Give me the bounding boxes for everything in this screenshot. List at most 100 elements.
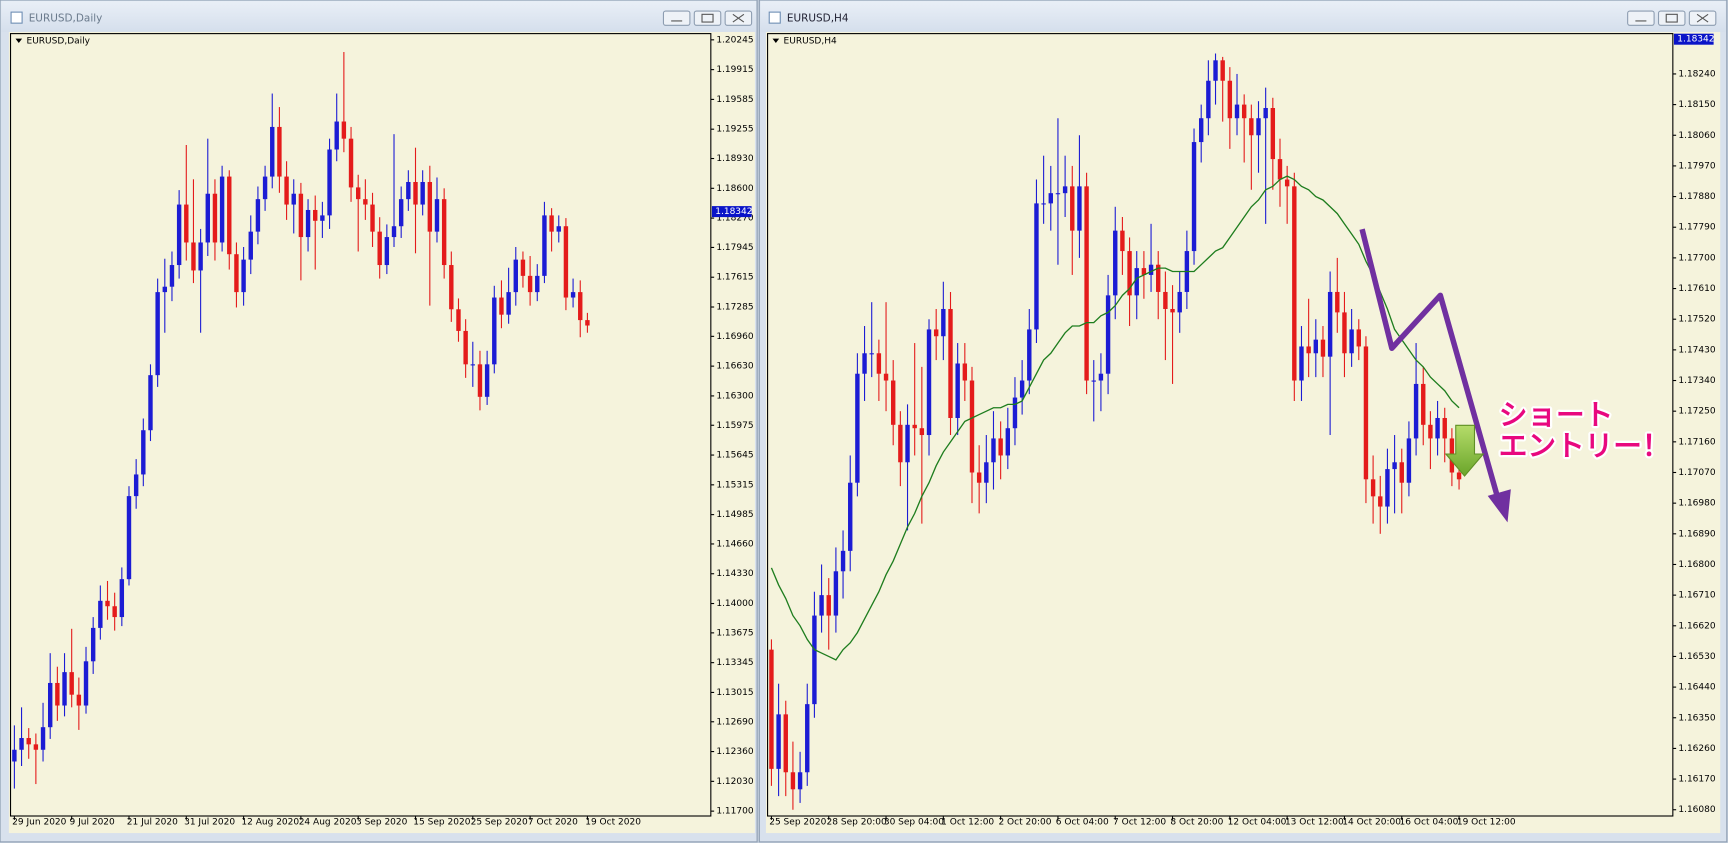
y-tick-label: 1.19585 bbox=[716, 95, 753, 105]
candle-body bbox=[1041, 203, 1046, 205]
x-tick-label: 30 Sep 04:00 bbox=[884, 818, 944, 828]
y-tick-label: 1.13675 bbox=[716, 628, 753, 638]
candle-body bbox=[219, 176, 225, 243]
candle-body bbox=[262, 176, 268, 200]
candle-body bbox=[348, 138, 354, 188]
candle-body bbox=[1113, 230, 1118, 296]
y-tick-label: 1.16980 bbox=[1678, 499, 1716, 509]
window-buttons[interactable] bbox=[1627, 10, 1717, 26]
candle-body bbox=[1299, 346, 1304, 381]
candle-body bbox=[55, 682, 60, 706]
candle-body bbox=[234, 254, 239, 293]
y-tick-label: 1.16960 bbox=[716, 332, 754, 342]
y-tick-label: 1.17700 bbox=[1678, 253, 1716, 263]
candle-body bbox=[912, 424, 917, 429]
window-buttons[interactable] bbox=[662, 10, 753, 26]
x-tick-label: 19 Oct 2020 bbox=[585, 818, 641, 828]
candle-body bbox=[363, 199, 368, 205]
minimize-button[interactable] bbox=[662, 10, 691, 26]
x-tick-label: 7 Oct 12:00 bbox=[1113, 818, 1166, 828]
candle-body bbox=[1342, 312, 1347, 354]
candle-body bbox=[470, 364, 476, 366]
candle-body bbox=[1313, 339, 1319, 354]
candle-body bbox=[1048, 193, 1053, 204]
icon bbox=[1696, 13, 1709, 23]
candle-body bbox=[1084, 186, 1089, 381]
x-tick-label: 12 Aug 2020 bbox=[241, 818, 299, 828]
candle-body bbox=[1191, 142, 1197, 252]
y-tick-label: 1.17615 bbox=[716, 273, 753, 283]
y-tick-label: 1.18240 bbox=[1678, 69, 1716, 79]
candle-body bbox=[1234, 104, 1240, 119]
y-tick-label: 1.17250 bbox=[1678, 407, 1716, 417]
candle-body bbox=[790, 772, 796, 790]
candle-body bbox=[1435, 417, 1440, 439]
candle-body bbox=[1277, 159, 1283, 180]
candle-body bbox=[905, 424, 910, 463]
candle-body bbox=[1249, 118, 1254, 136]
candle-body bbox=[826, 595, 831, 616]
window-icon bbox=[10, 11, 23, 24]
candle-body bbox=[298, 193, 304, 238]
candle-body bbox=[83, 661, 89, 706]
x-tick-label: 25 Sep 2020 bbox=[769, 818, 826, 828]
green-down-arrow bbox=[1444, 424, 1485, 477]
candle-body bbox=[1306, 346, 1311, 354]
candle-body bbox=[1370, 479, 1376, 497]
x-tick-label: 1 Oct 12:00 bbox=[941, 818, 994, 828]
candle-body bbox=[1270, 108, 1276, 160]
candle-body bbox=[962, 363, 968, 381]
maximize-button[interactable] bbox=[1657, 10, 1686, 26]
candle-body bbox=[112, 606, 117, 618]
candle-body bbox=[477, 364, 483, 397]
x-tick-label: 7 Oct 2020 bbox=[528, 818, 578, 828]
y-tick-label: 1.16630 bbox=[716, 362, 754, 372]
candle-body bbox=[499, 297, 504, 315]
candle-body bbox=[141, 430, 146, 475]
candle-body bbox=[398, 199, 404, 227]
candle-body bbox=[976, 472, 982, 483]
y-tick-label: 1.18600 bbox=[716, 184, 754, 194]
candle-body bbox=[1120, 230, 1125, 252]
y-tick-label: 1.15315 bbox=[716, 480, 753, 490]
candle-body bbox=[1170, 308, 1175, 313]
candle-body bbox=[434, 199, 440, 232]
candle-body bbox=[1148, 264, 1154, 275]
candle-body bbox=[933, 329, 939, 337]
candle-body bbox=[1227, 80, 1233, 119]
candle-body bbox=[1156, 264, 1161, 292]
y-tick-label: 1.18060 bbox=[1678, 131, 1716, 141]
title-bar bbox=[1, 1, 757, 32]
plot-frame bbox=[767, 33, 1674, 817]
candle-body bbox=[334, 121, 339, 150]
candle-body bbox=[919, 428, 925, 436]
y-tick-label: 1.15645 bbox=[716, 451, 753, 461]
candle-body bbox=[1428, 424, 1433, 439]
x-tick-label: 14 Oct 20:00 bbox=[1342, 818, 1401, 828]
y-tick-label: 1.15975 bbox=[716, 421, 753, 431]
candle-body bbox=[456, 309, 461, 331]
chart-menu-icon bbox=[772, 38, 780, 43]
candle-body bbox=[284, 176, 289, 205]
candle-body bbox=[1220, 60, 1225, 81]
candle-body bbox=[1335, 291, 1340, 313]
y-tick-label: 1.17880 bbox=[1678, 192, 1716, 202]
x-tick-label: 6 Oct 04:00 bbox=[1056, 818, 1109, 828]
minimize-button[interactable] bbox=[1627, 10, 1655, 26]
candle-body bbox=[1019, 380, 1025, 398]
candle-body bbox=[1256, 118, 1261, 136]
candle-body bbox=[33, 744, 39, 750]
maximize-button[interactable] bbox=[693, 10, 722, 26]
candle-body bbox=[883, 373, 889, 381]
candle-body bbox=[19, 738, 24, 750]
current-price-tag bbox=[1673, 33, 1714, 45]
x-tick-label: 21 Jul 2020 bbox=[127, 818, 178, 828]
candle-body bbox=[62, 672, 67, 706]
candle-body bbox=[148, 375, 153, 431]
y-tick-label: 1.16710 bbox=[1678, 591, 1716, 601]
y-tick-label: 1.17790 bbox=[1678, 223, 1716, 233]
candle-body bbox=[355, 187, 361, 200]
candle-body bbox=[556, 226, 561, 232]
x-tick-label: 2 Oct 20:00 bbox=[998, 818, 1051, 828]
